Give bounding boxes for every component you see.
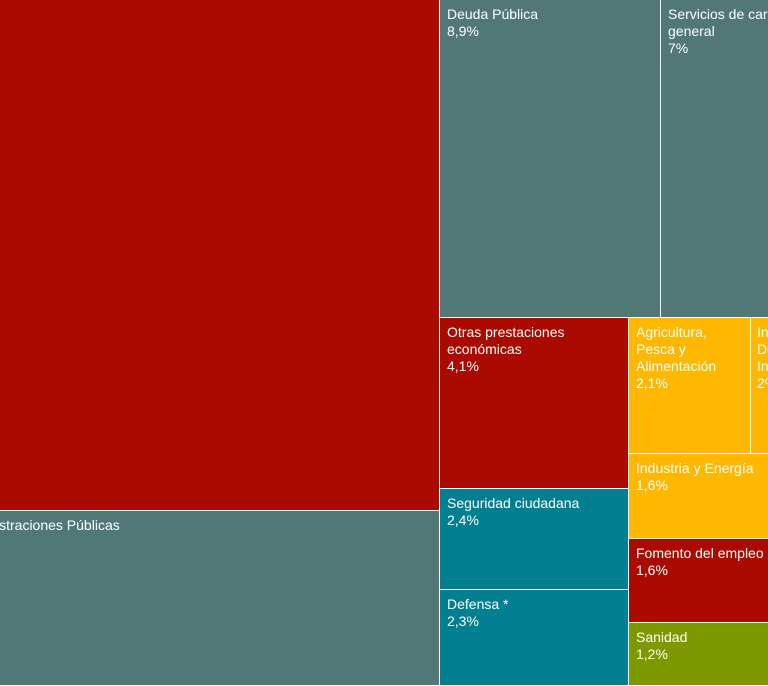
- treemap-cell-administraciones[interactable]: istraciones Públicas: [0, 511, 440, 686]
- cell-value-sanidad: 1,2%: [636, 646, 668, 662]
- cell-label-servicios: Servicios de car general: [668, 6, 768, 39]
- cell-value-industria: 1,6%: [636, 477, 668, 493]
- treemap-cell-otras[interactable]: Otras prestaciones económicas 4,1%: [440, 318, 629, 489]
- cell-label-seguridad: Seguridad ciudadana: [447, 495, 580, 511]
- cell-value-seguridad: 2,4%: [447, 512, 479, 528]
- treemap-cell-cut-yellow[interactable]: In De In 2%: [751, 318, 768, 454]
- cell-label-deuda: Deuda Pública: [447, 6, 539, 22]
- treemap-cell-seguridad[interactable]: Seguridad ciudadana 2,4%: [440, 489, 629, 590]
- cell-label-sanidad: Sanidad: [636, 629, 688, 645]
- treemap-cell-agricultura[interactable]: Agricultura, Pesca y Alimentación 2,1%: [629, 318, 751, 454]
- treemap-cell-industria[interactable]: Industria y Energía 1,6%: [629, 454, 768, 539]
- cell-value-cut-yellow: 2%: [757, 375, 768, 391]
- treemap-cell-defensa[interactable]: Defensa * 2,3%: [440, 590, 629, 686]
- cell-value-defensa: 2,3%: [447, 613, 479, 629]
- cell-label-industria: Industria y Energía: [636, 460, 754, 476]
- treemap-cell-big-red[interactable]: [0, 0, 440, 511]
- cell-label-agricultura: Agricultura, Pesca y Alimentación: [636, 324, 717, 374]
- treemap-cell-sanidad[interactable]: Sanidad 1,2%: [629, 623, 768, 686]
- cell-value-agricultura: 2,1%: [636, 375, 668, 391]
- treemap-cell-fomento[interactable]: Fomento del empleo 1,6%: [629, 539, 768, 623]
- cell-value-deuda: 8,9%: [447, 23, 479, 39]
- cell-label-administraciones: istraciones Públicas: [0, 517, 120, 533]
- cell-value-otras: 4,1%: [447, 358, 479, 374]
- treemap-cell-servicios[interactable]: Servicios de car general 7%: [661, 0, 768, 318]
- cell-value-fomento: 1,6%: [636, 562, 668, 578]
- treemap-cell-deuda[interactable]: Deuda Pública 8,9%: [440, 0, 661, 318]
- cell-label-defensa: Defensa *: [447, 596, 509, 612]
- cell-label-cut-yellow: In De In: [757, 324, 768, 374]
- cell-value-servicios: 7%: [668, 40, 689, 56]
- cell-label-fomento: Fomento del empleo: [636, 545, 764, 561]
- cell-label-otras: Otras prestaciones económicas: [447, 324, 565, 357]
